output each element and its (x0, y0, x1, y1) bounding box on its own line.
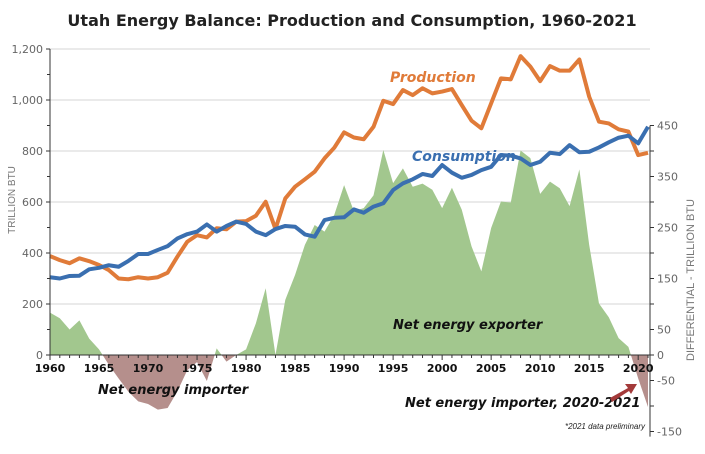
y-tick-label: 200 (22, 298, 43, 311)
x-tick-label: 1960 (35, 362, 66, 375)
y2-tick-label: 250 (657, 222, 678, 235)
y2-tick-label: -50 (657, 375, 675, 388)
exporter-label: Net energy exporter (393, 318, 544, 333)
x-tick-label: 1965 (84, 362, 115, 375)
x-tick-label: 2015 (574, 362, 605, 375)
series-lines (49, 54, 650, 282)
x-tick-label: 1985 (280, 362, 311, 375)
differential-positive-area (50, 149, 648, 355)
y2-tick-label: 150 (657, 273, 678, 286)
consumption-line (49, 125, 650, 281)
x-tick-label: 2020 (623, 362, 654, 375)
axes (46, 48, 654, 437)
y-axis-label: TRILLION BTU (7, 166, 18, 234)
y2-axis-label: DIFFERENTIAL - TRILLION BTU (685, 199, 697, 361)
differential-negative-area (50, 355, 648, 410)
y2-tick-label: 450 (657, 120, 678, 133)
y-tick-label: 400 (22, 247, 43, 260)
y2-tick-label: 50 (657, 324, 671, 337)
importer-recent-label: Net energy importer, 2020-2021 (405, 396, 640, 411)
x-tick-label: 1995 (378, 362, 409, 375)
x-tick-label: 1980 (231, 362, 262, 375)
x-tick-label: 1990 (329, 362, 360, 375)
y-tick-label: 600 (22, 196, 43, 209)
tick-labels: 0 200 400 600 800 1,000 1,200 450 350 250 150 50 0 -5… (12, 43, 682, 439)
y2-tick-label: 350 (657, 171, 678, 184)
production-label: Production (390, 70, 476, 86)
consumption-label: Consumption (412, 149, 516, 165)
y2-tick-label: 0 (657, 349, 664, 362)
x-tick-label: 2005 (476, 362, 507, 375)
x-tick-label: 2000 (427, 362, 458, 375)
production-line (49, 54, 649, 282)
y2-tick-label: -150 (657, 426, 682, 439)
differential-area (50, 149, 648, 410)
importer-label: Net energy importer (98, 383, 250, 398)
x-tick-label: 1975 (182, 362, 213, 375)
y-tick-label: 1,000 (12, 94, 44, 107)
x-tick-label: 2010 (525, 362, 556, 375)
footnote: *2021 data preliminary (565, 422, 646, 431)
y-tick-label: 0 (36, 349, 43, 362)
chart-title: Utah Energy Balance: Production and Cons… (67, 11, 636, 30)
arrow-icon (610, 384, 637, 402)
y-tick-label: 1,200 (12, 43, 44, 56)
x-tick-label: 1970 (133, 362, 164, 375)
y-tick-label: 800 (22, 145, 43, 158)
